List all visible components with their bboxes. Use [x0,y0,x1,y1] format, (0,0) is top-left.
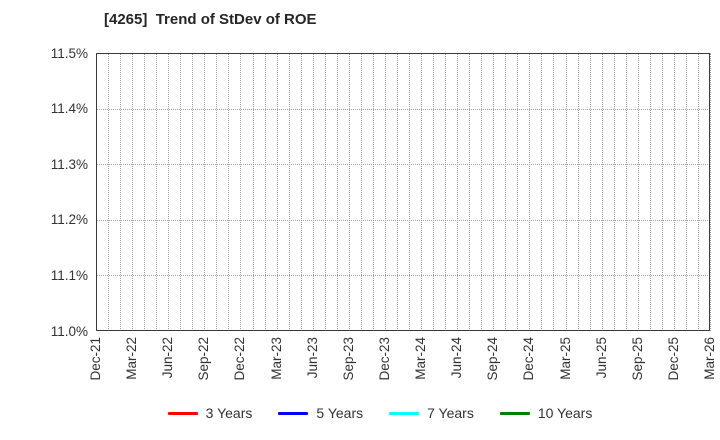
vertical-gridline [601,53,603,331]
vertical-gridline [637,53,639,331]
x-tick-label: Sep-23 [340,337,356,381]
vertical-gridline [649,53,651,331]
y-tick-label: 11.5% [50,45,88,61]
legend-line-swatch [278,411,309,415]
x-tick-label: Mar-26 [702,337,717,380]
vertical-gridline [589,53,591,331]
x-tick-label: Dec-25 [665,337,681,381]
horizontal-gridline [96,275,710,277]
x-tick-label: Dec-23 [376,337,392,381]
horizontal-gridline [96,219,710,221]
y-tick-label: 11.2% [50,212,88,228]
vertical-gridline [505,53,507,331]
vertical-gridline [565,53,567,331]
vertical-gridline [240,53,242,331]
vertical-gridline [204,53,206,331]
x-tick-label: Mar-23 [268,337,284,380]
vertical-gridline [156,53,158,331]
x-tick-label: Jun-24 [449,337,465,379]
vertical-gridline [288,53,290,331]
legend-line-swatch [389,411,420,415]
vertical-gridline [360,53,362,331]
x-tick-label: Sep-25 [629,337,645,381]
legend-label: 10 Years [537,405,593,421]
chart-title: [4265] Trend of StDev of ROE [104,11,317,28]
x-tick-label: Mar-25 [557,337,573,380]
vertical-gridline [312,53,314,331]
vertical-gridline [336,53,338,331]
vertical-gridline [300,53,302,331]
x-tick-label: Jun-25 [593,337,609,379]
vertical-gridline [396,53,398,331]
x-tick-label: Sep-24 [485,337,501,381]
vertical-gridline [529,53,531,331]
vertical-gridline [96,53,97,331]
legend-label: 5 Years [316,405,364,421]
vertical-gridline [625,53,627,331]
vertical-gridline [228,53,230,331]
legend-label: 7 Years [427,405,474,421]
vertical-gridline [697,53,699,331]
vertical-gridline [493,53,495,331]
vertical-gridline [372,53,374,331]
vertical-gridline [180,53,182,331]
vertical-gridline [577,53,579,331]
vertical-gridline [433,53,435,331]
vertical-gridline [264,53,266,331]
legend-item: 10 Years [499,405,593,421]
vertical-gridline [710,53,711,331]
x-tick-label: Dec-22 [232,337,248,381]
vertical-gridline [517,53,519,331]
vertical-gridline [409,53,411,331]
legend-item: 7 Years [389,405,474,421]
vertical-gridline [384,53,386,331]
vertical-gridline [661,53,663,331]
vertical-gridline [673,53,675,331]
y-tick-label: 11.3% [50,156,88,172]
plot-area [96,53,711,331]
vertical-gridline [457,53,459,331]
vertical-gridline [216,53,218,331]
vertical-gridline [685,53,687,331]
vertical-gridline [168,53,170,331]
vertical-gridline [481,53,483,331]
horizontal-gridline [96,108,710,110]
vertical-gridline [469,53,471,331]
legend-item: 3 Years [167,405,253,421]
x-tick-label: Sep-22 [196,337,212,381]
legend-item: 5 Years [278,405,363,421]
x-tick-label: Jun-23 [304,337,320,379]
x-tick-label: Mar-22 [124,337,140,380]
vertical-gridline [324,53,326,331]
legend-label: 3 Years [205,405,253,421]
x-tick-label: Jun-22 [160,337,176,379]
vertical-gridline [613,53,615,331]
vertical-gridline [276,53,278,331]
legend-line-swatch [167,411,198,415]
legend-line-swatch [499,411,530,415]
x-tick-label: Dec-24 [521,337,537,381]
vertical-gridline [553,53,555,331]
vertical-gridline [120,53,122,331]
y-tick-label: 11.0% [50,323,88,339]
vertical-gridline [192,53,194,331]
y-tick-label: 11.1% [50,267,88,283]
vertical-gridline [144,53,146,331]
x-tick-label: Mar-24 [413,337,429,380]
vertical-gridline [132,53,134,331]
vertical-gridline [445,53,447,331]
vertical-gridline [252,53,254,331]
vertical-gridline [541,53,543,331]
x-tick-label: Dec-21 [88,337,103,381]
vertical-gridline [421,53,423,331]
horizontal-gridline [96,164,710,166]
vertical-gridline [348,53,350,331]
y-tick-label: 11.4% [50,101,88,117]
vertical-gridline [108,53,110,331]
legend: 3 Years 5 Years 7 Years 10 Years [20,402,720,424]
